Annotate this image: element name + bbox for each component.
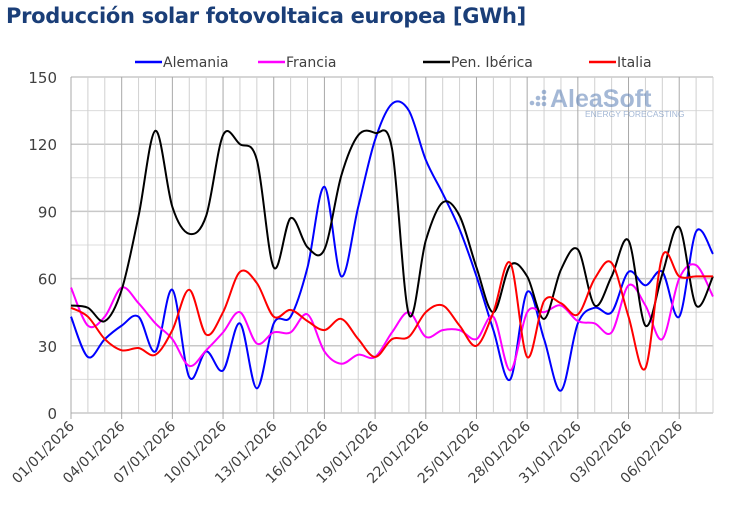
chart-title: Producción solar fotovoltaica europea [G… (6, 4, 526, 28)
svg-text:ENERGY FORECASTING: ENERGY FORECASTING (585, 109, 685, 119)
y-tick-label: 30 (38, 338, 57, 356)
y-tick-label: 0 (47, 405, 57, 423)
svg-text:AleaSoft: AleaSoft (550, 85, 652, 113)
y-tick-label: 120 (28, 136, 57, 154)
legend-label: Italia (617, 55, 652, 71)
legend-label: Francia (286, 55, 336, 71)
series-line-italia (70, 251, 713, 371)
series-line-alemania (70, 100, 714, 392)
legend-label: Pen. Ibérica (451, 55, 533, 71)
y-tick-label: 150 (28, 69, 57, 87)
y-tick-label: 90 (38, 203, 57, 221)
series-line-pen-ib-rica (70, 129, 714, 327)
series-line-francia (70, 263, 714, 372)
legend-label: Alemania (163, 55, 229, 71)
y-tick-label: 60 (38, 271, 57, 289)
